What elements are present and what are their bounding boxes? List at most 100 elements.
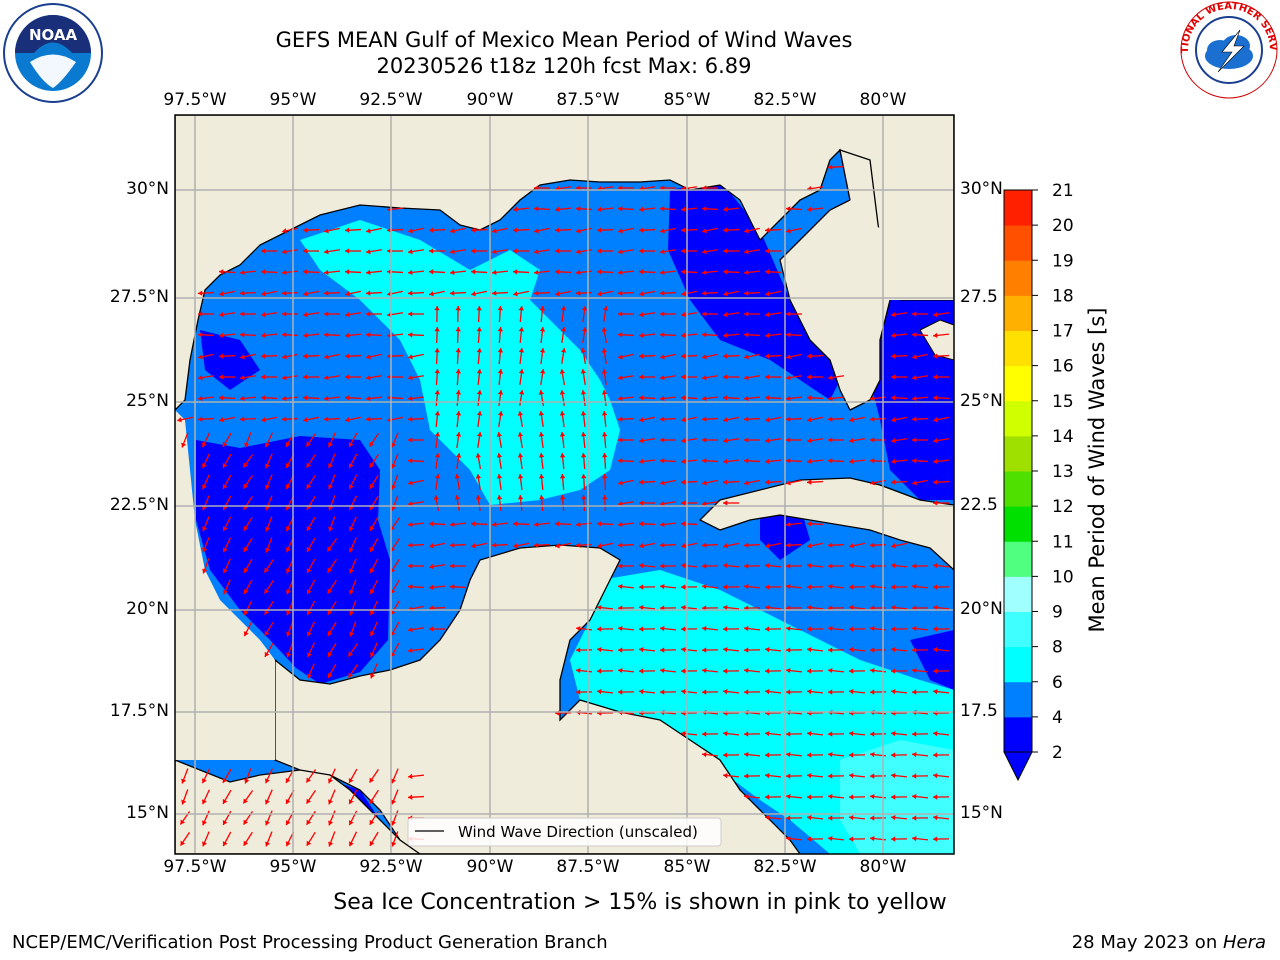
wind-wave-arrowhead [618,290,623,296]
wind-wave-arrowhead [560,495,566,500]
wind-wave-arrowhead [807,584,812,590]
wind-wave-arrowhead [198,395,203,402]
chart-subtitle: 20230526 t18z 120h fcst Max: 6.89 [376,54,752,78]
wind-wave-arrowhead [201,442,207,448]
wind-wave-arrowhead [870,458,875,464]
wind-wave-arrowhead [261,417,266,423]
wind-wave-arrowhead [765,437,770,444]
wind-wave-arrowhead [434,348,440,353]
wind-wave-arrowhead [390,567,396,573]
wind-wave-arrowhead [786,374,791,381]
wind-wave-arrowhead [912,563,917,569]
wind-wave-arrowhead [618,563,623,569]
wind-wave-arrowhead [639,437,644,444]
wind-wave-arrowhead [870,751,875,758]
wind-wave-arrowhead [222,547,228,553]
colorbar-tick-label: 20 [1052,216,1074,236]
wind-wave-arrowhead [324,374,329,381]
wind-wave-arrowhead [639,291,644,297]
wind-wave-arrowhead [912,583,917,590]
wind-wave-arrowhead [765,604,770,611]
wind-wave-arrowhead [264,442,270,448]
wind-wave-arrowhead [723,374,728,380]
wind-wave-arrowhead [765,353,770,359]
wind-wave-arrowhead [702,248,707,255]
wind-wave-arrowhead [285,441,291,447]
wind-wave-arrowhead [807,626,812,632]
lat-label-left: 17.5°N [109,701,169,721]
wind-wave-arrowhead [285,777,291,783]
wind-wave-arrowhead [891,543,896,549]
wind-wave-arrowhead [219,269,224,275]
wind-wave-arrowhead [303,395,308,401]
wind-wave-arrowhead [639,646,644,653]
lon-label-bottom: 90°W [466,857,514,877]
wind-wave-arrowhead [828,667,833,674]
wind-wave-arrowhead [345,417,350,423]
wind-wave-arrowhead [517,411,523,416]
wind-wave-arrowhead [324,395,329,402]
wind-wave-arrowhead [306,462,312,468]
wind-wave-arrowhead [580,348,586,353]
wind-wave-arrowhead [597,248,602,254]
wind-wave-arrowhead [870,583,875,590]
wind-wave-arrowhead [723,604,728,611]
wind-wave-arrowhead [870,835,875,842]
wind-wave-arrowhead [765,730,770,737]
wind-wave-arrowhead [559,390,566,395]
wind-wave-arrowhead [849,604,854,611]
wind-wave-arrowhead [328,526,334,532]
colorbar-segment [1004,435,1032,472]
wind-wave-arrowhead [391,778,396,784]
wind-wave-arrowhead [618,248,623,255]
wind-wave-arrowhead [891,332,896,339]
wind-wave-arrowhead [286,568,291,574]
wind-wave-arrowhead [765,311,770,318]
wind-wave-arrowhead [681,374,686,380]
wind-wave-arrowhead [744,437,749,443]
wind-wave-arrowhead [639,479,644,485]
wind-wave-arrowhead [306,777,312,783]
wind-wave-arrowhead [240,374,245,381]
wind-wave-arrowhead [497,327,503,332]
wind-wave-arrowhead [849,584,854,590]
sea-ice-note: Sea Ice Concentration > 15% is shown in … [333,890,947,915]
wind-wave-arrowhead [744,395,749,402]
wind-wave-arrowhead [390,609,396,615]
wind-wave-arrowhead [702,563,707,569]
wind-wave-arrowhead [639,206,644,213]
wind-wave-arrowhead [891,562,896,569]
wind-wave-arrowhead [324,290,329,296]
wind-wave-arrowhead [702,667,707,674]
wind-wave-arrowhead [285,484,291,490]
wind-wave-arrowhead [576,521,581,528]
wind-wave-arrowhead [264,778,270,784]
wind-wave-arrowhead [513,543,518,549]
land-bahamas [919,319,954,361]
wind-wave-arrowhead [870,480,875,486]
wind-wave-arrowhead [198,354,203,360]
wind-wave-arrowhead [786,667,791,674]
deep-blue-cayman [910,630,954,690]
wind-wave-arrowhead [408,647,413,654]
wind-wave-arrowhead [618,332,623,338]
wind-wave-arrowhead [702,269,707,276]
wind-wave-arrowhead [765,248,770,254]
wind-wave-arrowhead [660,395,665,402]
wind-wave-arrowhead [513,227,518,233]
wind-wave-arrowhead [202,820,207,826]
wind-wave-arrowhead [912,731,917,737]
wind-wave-arrowhead [369,631,375,637]
wind-wave-arrowhead [576,689,581,695]
colorbar-tick-label: 6 [1052,673,1063,693]
wind-wave-arrowhead [534,228,539,234]
wind-wave-arrowhead [408,458,413,464]
wind-wave-arrowhead [348,651,354,657]
wind-wave-arrowhead [681,584,686,590]
wind-wave-arrowhead [765,646,770,653]
wind-wave-arrowhead [681,604,686,611]
wind-wave-arrowhead [243,567,249,573]
wind-wave-arrowhead [261,248,266,254]
wind-wave-arrowhead [723,646,728,653]
wind-wave-arrowhead [765,668,770,674]
